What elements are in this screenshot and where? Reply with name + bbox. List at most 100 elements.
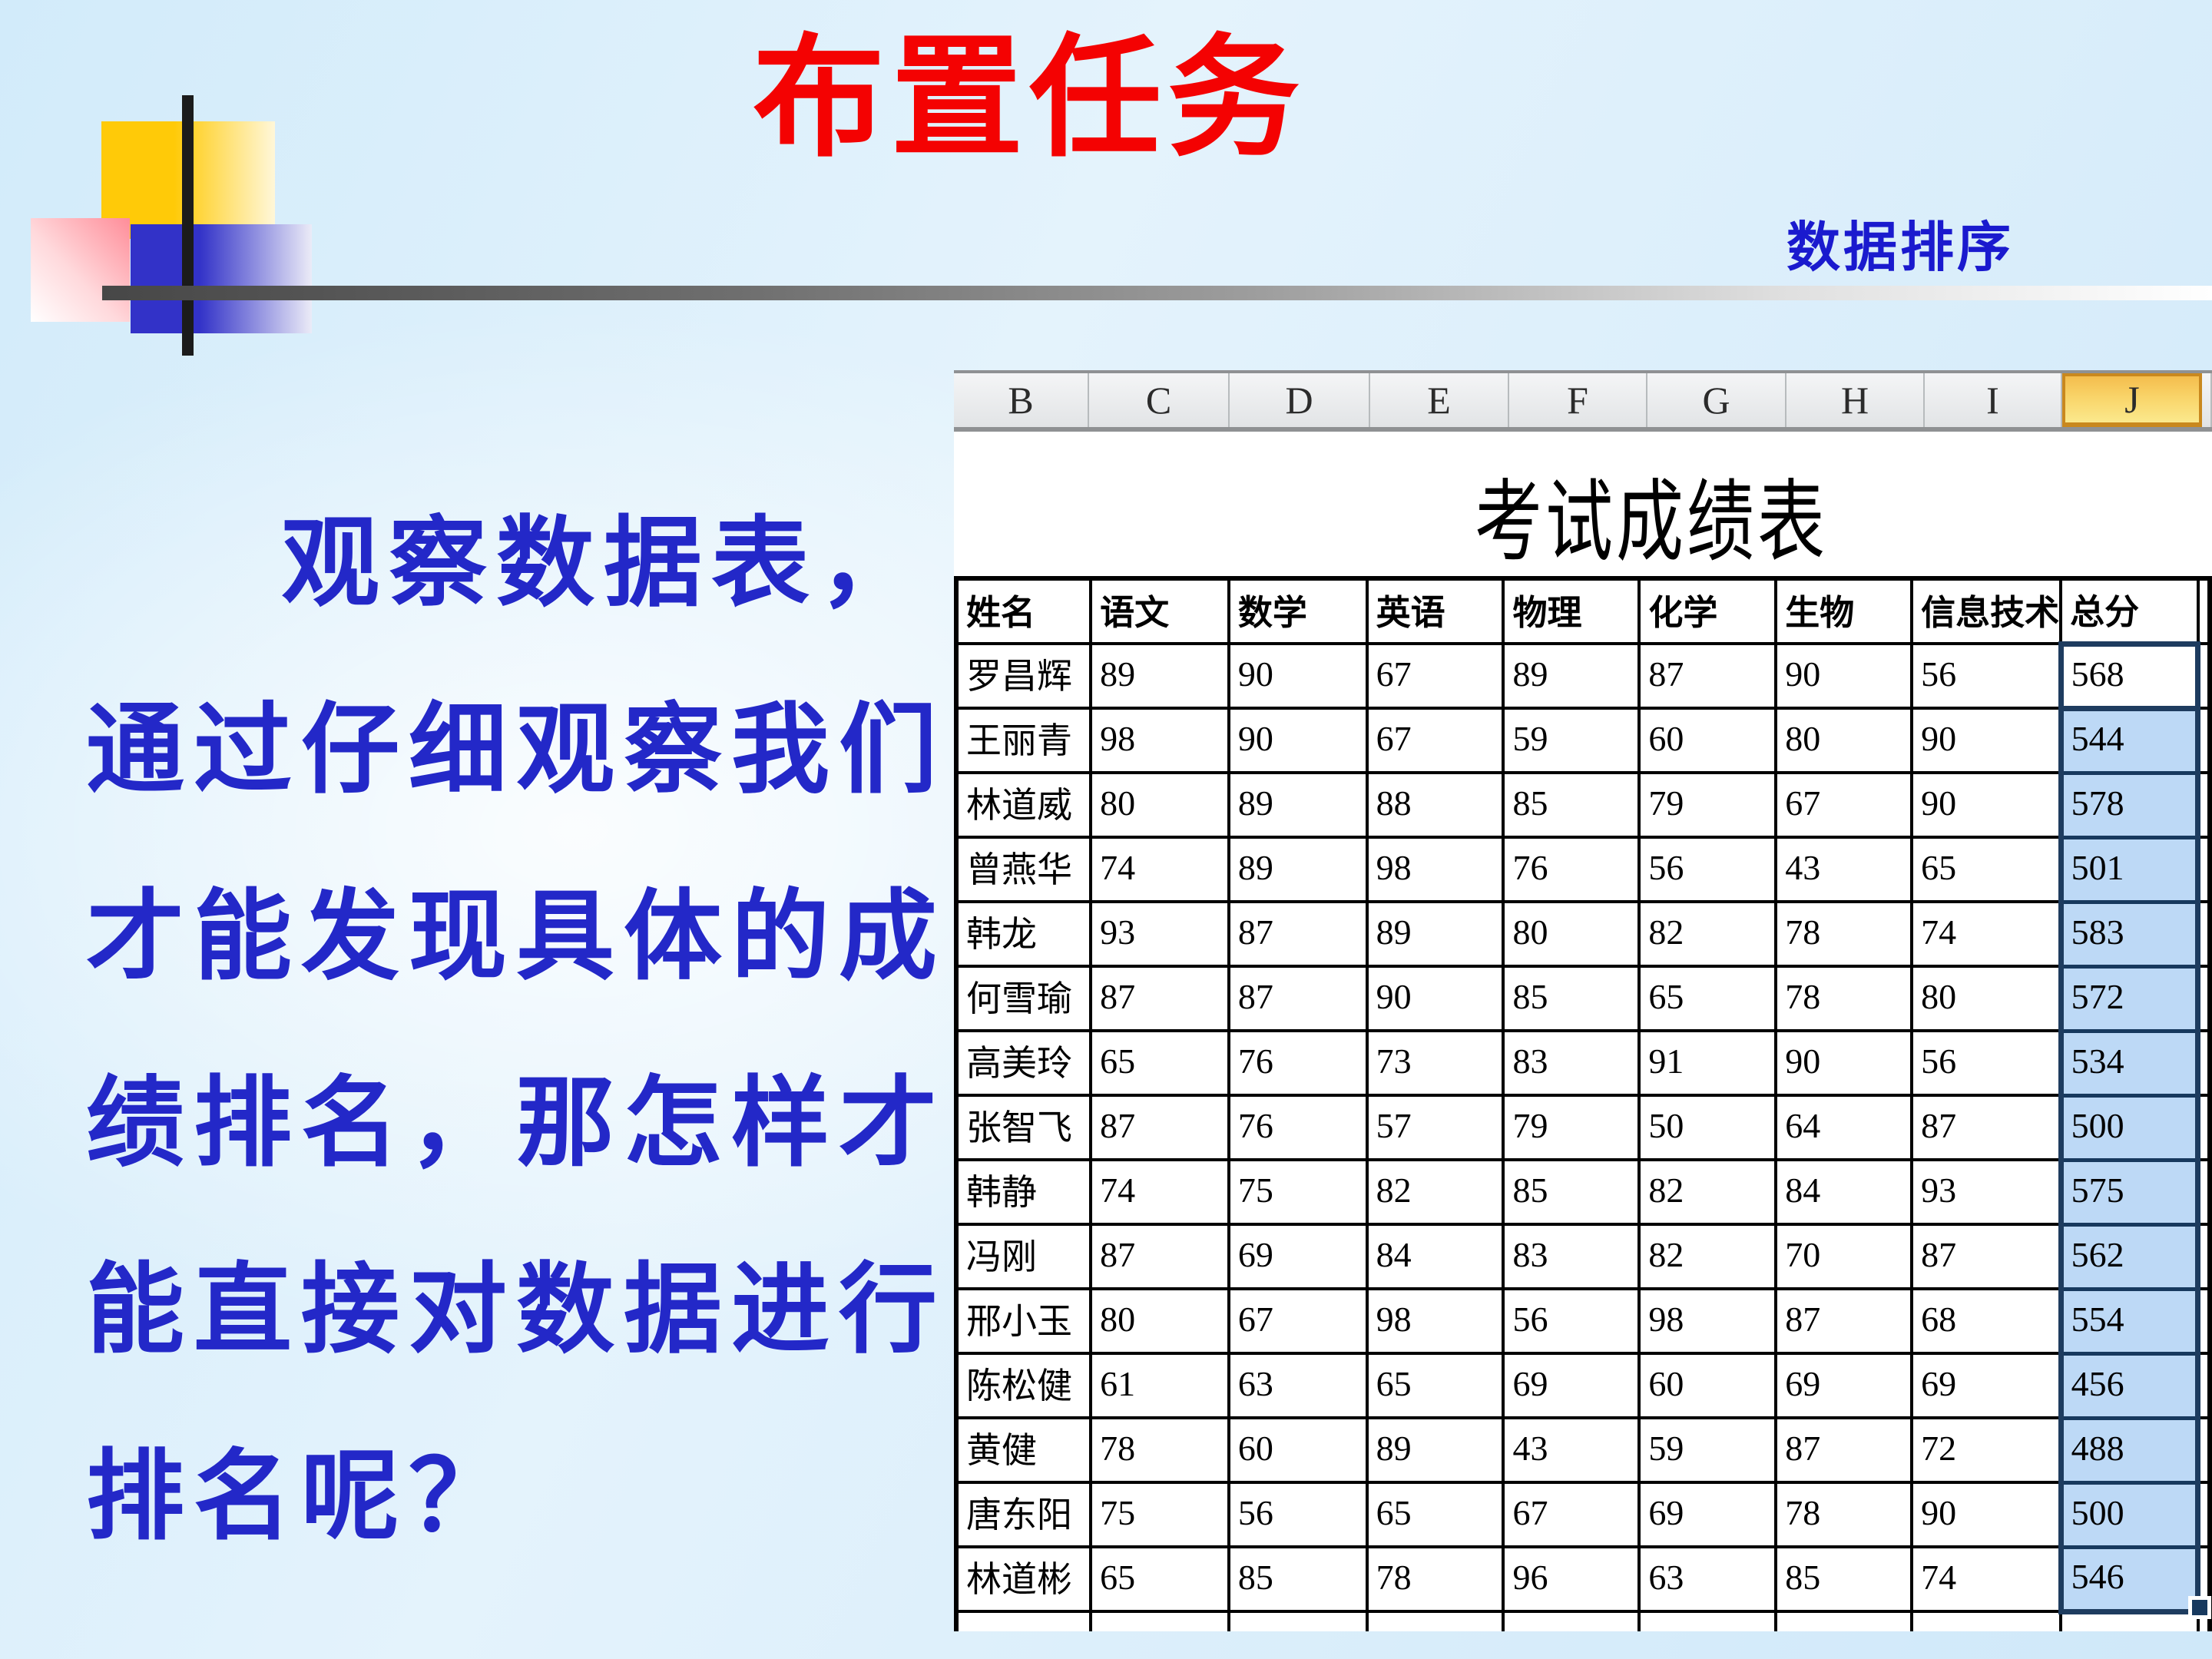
column-header-C: C [1089,373,1230,427]
table-row: 王丽青 98 90 67 59 60 80 90 544 [954,706,2212,775]
partial-cell [1365,1610,1505,1631]
table-row: 黄健 78 60 89 43 59 87 72 488 [954,1416,2212,1485]
table-header-cell: 物理 [1502,577,1641,645]
score-cell: 87 [1910,1094,2063,1161]
score-cell: 56 [1637,836,1778,903]
score-cell: 63 [1637,1545,1778,1613]
score-cell: 59 [1502,707,1641,774]
score-cell: 87 [1089,1223,1230,1290]
score-cell: 93 [1089,900,1230,968]
score-cell: 56 [1502,1287,1641,1355]
total-cell: 575 [2058,1157,2201,1227]
score-cell: 89 [1089,642,1230,710]
total-cell: 572 [2058,964,2201,1033]
score-cell: 60 [1637,1352,1778,1419]
table-row: 林道彬 65 85 78 96 63 85 74 546 [954,1545,2212,1614]
body-line: 通过仔细观察我们 [86,692,947,807]
table-header-cell: 总分 [2059,577,2200,645]
partial-cell [1774,1610,1914,1631]
table-row: 陈松健 61 63 65 69 60 69 69 456 [954,1351,2212,1420]
score-cell: 60 [1637,707,1778,774]
score-cell: 82 [1637,1223,1778,1290]
partial-cell [1637,1610,1778,1631]
table-row: 曾燕华 74 89 98 76 56 43 65 501 [954,835,2212,904]
column-header-H: H [1786,373,1925,427]
partial-cell [1227,1610,1369,1631]
score-cell: 69 [1502,1352,1641,1419]
score-cell: 69 [1637,1481,1778,1548]
score-cell: 78 [1774,1481,1914,1548]
score-cell: 78 [1365,1545,1505,1613]
sliver-cell [2196,1094,2212,1161]
table-header-cell: 信息技术 [1910,577,2063,645]
score-cell: 74 [1910,1545,2063,1613]
name-cell: 王丽青 [954,707,1093,774]
score-cell: 67 [1365,642,1505,710]
title-underline [102,286,2212,300]
total-cell: 554 [2058,1286,2201,1356]
selection-fill-handle [2188,1596,2211,1619]
name-cell: 韩静 [954,1158,1093,1226]
score-cell: 87 [1089,1094,1230,1161]
sliver-cell [2196,707,2212,774]
score-cell: 80 [1502,900,1641,968]
score-cell: 74 [1089,836,1230,903]
score-cell: 69 [1774,1352,1914,1419]
name-cell: 林道彬 [954,1545,1093,1613]
name-cell: 张智飞 [954,1094,1093,1161]
name-cell: 韩龙 [954,900,1093,968]
score-cell: 69 [1910,1352,2063,1419]
column-header-G: G [1647,373,1786,427]
total-cell: 578 [2058,770,2201,839]
score-cell: 67 [1774,771,1914,839]
body-line: 排名呢？ [86,1439,517,1554]
score-cell: 65 [1089,1545,1230,1613]
score-cell: 91 [1637,1029,1778,1097]
score-cell: 50 [1637,1094,1778,1161]
score-cell: 65 [1637,965,1778,1032]
score-cell: 88 [1365,771,1505,839]
score-cell: 79 [1502,1094,1641,1161]
table-row: 罗昌辉 89 90 67 89 87 90 56 568 [954,641,2212,711]
score-cell: 80 [1089,1287,1230,1355]
table-header-cell: 英语 [1365,577,1505,645]
score-cell: 87 [1227,965,1369,1032]
score-cell: 56 [1910,642,2063,710]
score-cell: 93 [1910,1158,2063,1226]
score-cell: 87 [1774,1287,1914,1355]
total-cell: 546 [2058,1545,2201,1614]
partial-cell [1910,1610,2063,1631]
body-line: 才能发现具体的成 [86,879,947,994]
partial-cell [2059,1610,2200,1631]
score-cell: 83 [1502,1029,1641,1097]
score-cell: 76 [1502,836,1641,903]
table-row: 林道威 80 89 88 85 79 67 90 578 [954,770,2212,839]
name-cell: 罗昌辉 [954,642,1093,710]
score-cell: 65 [1365,1481,1505,1548]
score-cell: 90 [1774,1029,1914,1097]
total-cell: 583 [2058,899,2201,969]
score-cell: 85 [1502,1158,1641,1226]
total-cell: 534 [2058,1028,2201,1098]
name-cell: 唐东阳 [954,1481,1093,1548]
score-cell: 87 [1227,900,1369,968]
score-cell: 98 [1637,1287,1778,1355]
total-cell: 500 [2058,1093,2201,1162]
name-cell: 何雪瑜 [954,965,1093,1032]
score-cell: 59 [1637,1416,1778,1484]
table-row: 何雪瑜 87 87 90 85 65 78 80 572 [954,964,2212,1033]
score-cell: 60 [1227,1416,1369,1484]
score-cell: 87 [1089,965,1230,1032]
score-cell: 85 [1774,1545,1914,1613]
score-cell: 90 [1910,707,2063,774]
score-cell: 64 [1774,1094,1914,1161]
name-cell: 高美玲 [954,1029,1093,1097]
score-cell: 72 [1910,1416,2063,1484]
score-cell: 76 [1227,1094,1369,1161]
body-line: 观察数据表， [281,505,927,621]
partial-cell [954,1610,1093,1631]
column-header-D: D [1230,373,1370,427]
sliver-cell [2196,1352,2212,1419]
score-cell: 70 [1774,1223,1914,1290]
